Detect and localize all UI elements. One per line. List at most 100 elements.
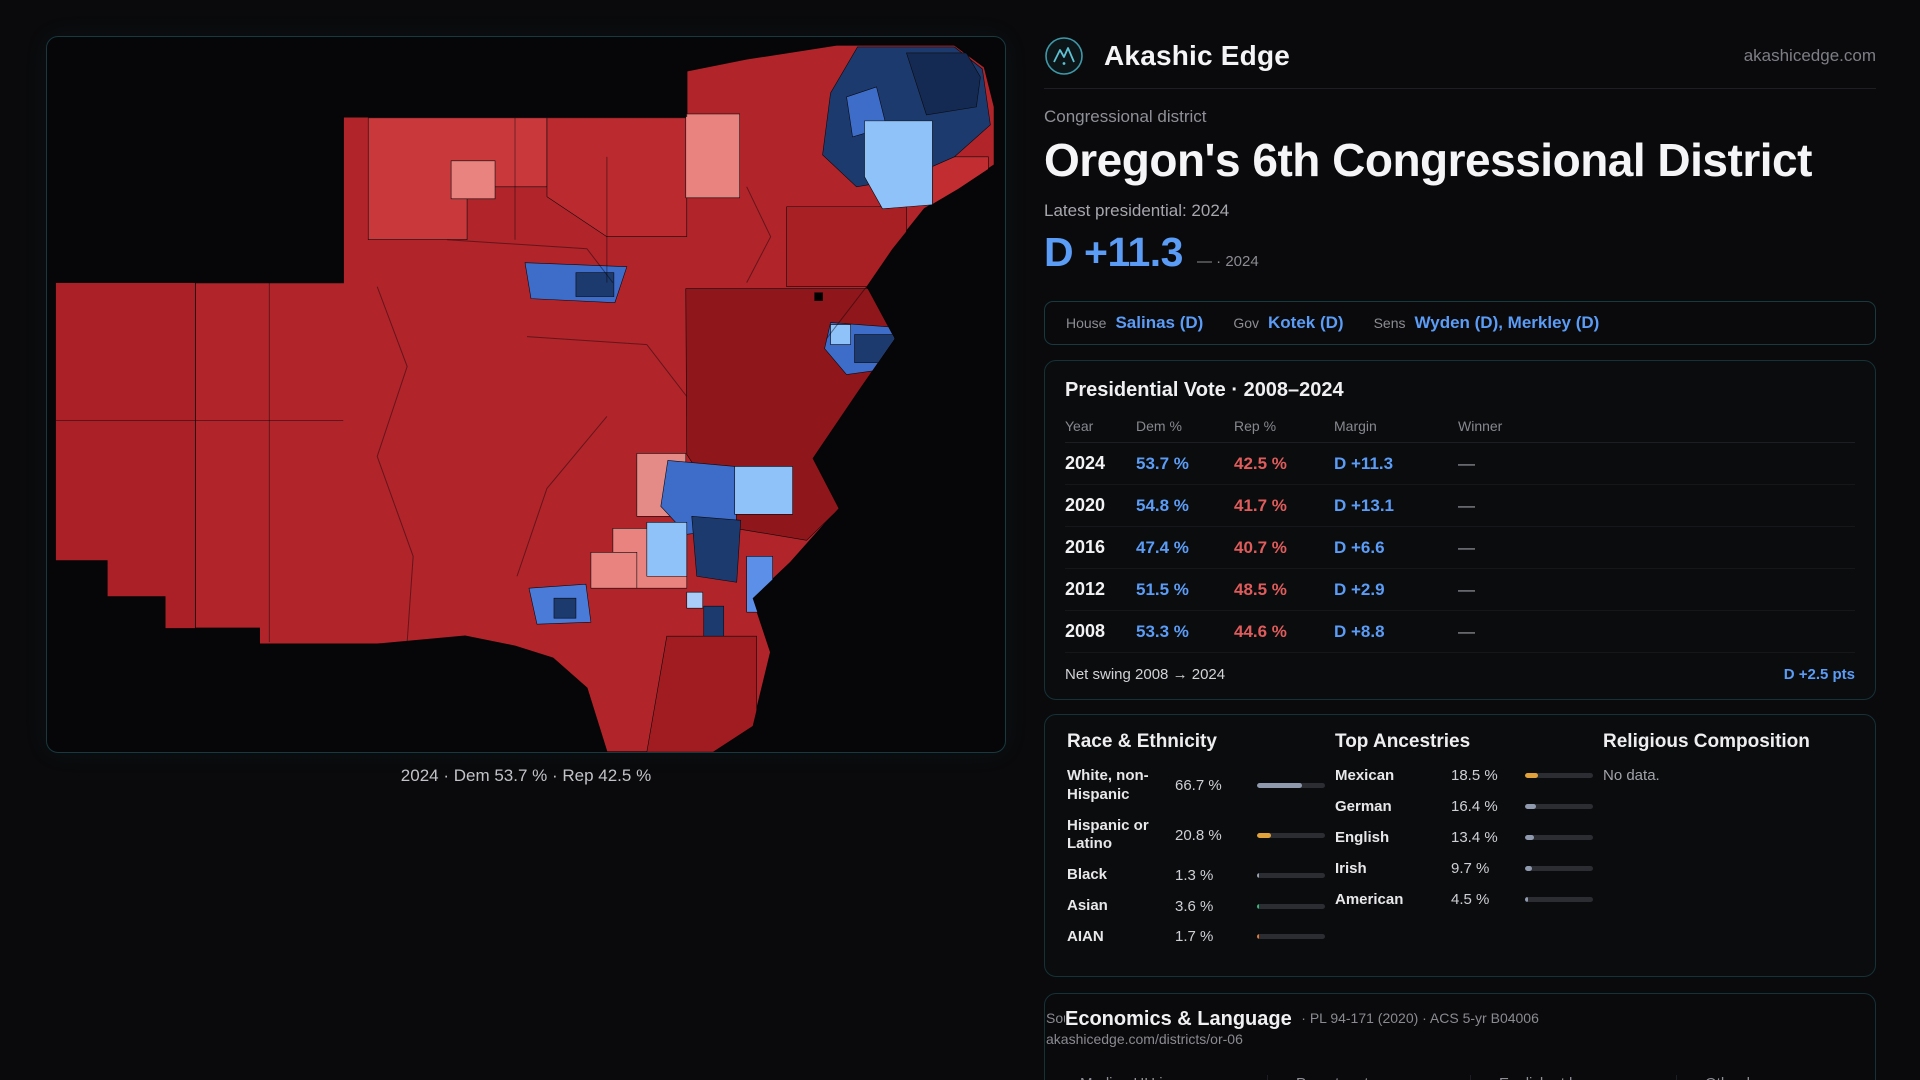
net-swing-label: Net swing 2008 → 2024: [1065, 666, 1226, 683]
pres-dem: 47.4 %: [1136, 537, 1189, 557]
ancestry-value: 16.4 %: [1451, 798, 1498, 815]
pres-year: 2024: [1065, 453, 1106, 473]
stat-english-home: English at home 78.1 %: [1470, 1075, 1676, 1080]
stat-poverty-rate: Poverty rate 11.1 %: [1267, 1075, 1470, 1080]
brand-domain-link[interactable]: akashicedge.com: [1743, 46, 1876, 65]
stat-label: Poverty rate: [1296, 1075, 1470, 1080]
pres-winner: —: [1458, 495, 1475, 515]
pres-rep: 44.6 %: [1234, 621, 1287, 641]
district-map[interactable]: [47, 37, 1005, 752]
officials-bar: House Salinas (D) Gov Kotek (D) Sens Wyd…: [1044, 301, 1876, 345]
race-row: White, non-Hispanic 66.7 %: [1067, 767, 1335, 805]
kicker: Congressional district: [1044, 107, 1207, 126]
stat-bar: [1257, 832, 1325, 838]
pres-row: 2020 54.8 % 41.7 % D +13.1 —: [1065, 485, 1855, 527]
ancestry-row: American 4.5 %: [1335, 891, 1603, 908]
race-label: Black: [1067, 866, 1108, 883]
pres-year: 2020: [1065, 495, 1106, 515]
header-bar: Akashic Edge akashicedge.com: [1044, 34, 1876, 78]
race-value: 1.3 %: [1175, 866, 1214, 884]
header-divider: [1044, 88, 1876, 89]
col-margin: Margin: [1334, 418, 1377, 434]
pres-dem: 51.5 %: [1136, 579, 1189, 599]
pres-rep: 40.7 %: [1234, 537, 1287, 557]
brand-name: Akashic Edge: [1104, 40, 1291, 71]
stat-bar: [1525, 804, 1593, 809]
race-value: 66.7 %: [1175, 777, 1222, 795]
col-rep: Rep %: [1234, 418, 1277, 434]
ancestry-row: Irish 9.7 %: [1335, 860, 1603, 877]
stat-label: English at home: [1499, 1075, 1676, 1080]
pres-row: 2016 47.4 % 40.7 % D +6.6 —: [1065, 527, 1855, 569]
senators-link[interactable]: Wyden (D), Merkley (D): [1414, 313, 1600, 332]
precinct-boundaries: [55, 70, 867, 643]
race-row: Hispanic or Latino 20.8 %: [1067, 817, 1335, 855]
akashic-logo-icon[interactable]: [1044, 36, 1084, 76]
ancestry-row: English 13.4 %: [1335, 829, 1603, 846]
presidential-card-title: Presidential Vote · 2008–2024: [1065, 379, 1344, 401]
pres-dem: 54.8 %: [1136, 495, 1189, 515]
district-map-panel[interactable]: [46, 36, 1006, 753]
race-title: Race & Ethnicity: [1067, 731, 1217, 752]
ancestry-value: 18.5 %: [1451, 767, 1498, 784]
pres-winner: —: [1458, 537, 1475, 557]
pres-dem: 53.3 %: [1136, 621, 1189, 641]
pres-year: 2012: [1065, 579, 1106, 599]
precincts-blue: [524, 46, 991, 637]
net-swing-row: Net swing 2008 → 2024 D +2.5 pts: [1065, 653, 1855, 689]
pres-year: 2008: [1065, 621, 1106, 641]
pres-row: 2024 53.7 % 42.5 % D +11.3 —: [1065, 443, 1855, 485]
details-panel: Akashic Edge akashicedge.com Congression…: [1044, 0, 1920, 1080]
pres-margin: D +8.8: [1334, 621, 1385, 641]
ancestry-value: 13.4 %: [1451, 829, 1498, 846]
col-winner: Winner: [1458, 418, 1503, 434]
pres-margin: D +11.3: [1334, 453, 1394, 473]
ancestries-section: Top Ancestries Mexican 18.5 % German 16.…: [1335, 731, 1603, 958]
ancestry-label: American: [1335, 891, 1404, 908]
page-title: Oregon's 6th Congressional District: [1044, 134, 1812, 186]
race-row: Asian 3.6 %: [1067, 897, 1335, 916]
race-row: AIAN 1.7 %: [1067, 928, 1335, 947]
gov-label: Gov: [1233, 315, 1260, 331]
net-swing-value: D +2.5 pts: [1783, 666, 1855, 683]
latest-presidential-label: Latest presidential: 2024: [1044, 201, 1230, 220]
ancestry-title: Top Ancestries: [1335, 731, 1471, 752]
pres-winner: —: [1458, 579, 1475, 599]
pres-dem: 53.7 %: [1136, 453, 1189, 473]
headline-row: D +11.3 — · 2024: [1044, 229, 1920, 277]
stat-bar: [1525, 835, 1593, 840]
ancestry-row: Mexican 18.5 %: [1335, 767, 1603, 784]
house-member-link[interactable]: Salinas (D): [1115, 313, 1204, 332]
sens-label: Sens: [1373, 315, 1406, 331]
pres-row: 2012 51.5 % 48.5 % D +2.9 —: [1065, 569, 1855, 611]
stat-bar: [1257, 872, 1325, 878]
permalink[interactable]: akashicedge.com/districts/or-06: [1046, 1031, 1243, 1048]
pres-margin: D +13.1: [1334, 495, 1395, 515]
religion-empty-state: No data.: [1603, 767, 1660, 784]
pres-rep: 48.5 %: [1234, 579, 1287, 599]
precinct-misc: [814, 292, 823, 301]
presidential-vote-card: Presidential Vote · 2008–2024 Year Dem %…: [1044, 360, 1876, 700]
race-label: Asian: [1067, 896, 1108, 914]
pres-winner: —: [1458, 453, 1475, 473]
race-label: AIAN: [1067, 927, 1104, 945]
pres-row: 2008 53.3 % 44.6 % D +8.8 —: [1065, 611, 1855, 653]
race-value: 20.8 %: [1175, 826, 1222, 844]
stat-median-income: Median HH income $87,613: [1065, 1075, 1267, 1080]
religion-title: Religious Composition: [1603, 731, 1810, 752]
demographics-card: Race & Ethnicity White, non-Hispanic 66.…: [1044, 714, 1876, 978]
ancestry-label: Mexican: [1335, 767, 1395, 784]
pres-winner: —: [1458, 621, 1475, 641]
race-label: White, non-Hispanic: [1067, 767, 1149, 803]
col-year: Year: [1065, 418, 1094, 434]
stat-label: Median HH income: [1080, 1075, 1267, 1080]
race-ethnicity-section: Race & Ethnicity White, non-Hispanic 66.…: [1067, 731, 1335, 958]
ancestry-label: Irish: [1335, 860, 1367, 877]
headline-margin: D +11.3: [1044, 229, 1183, 275]
pres-rep: 42.5 %: [1234, 453, 1287, 473]
stat-bar: [1525, 897, 1593, 902]
ancestry-value: 4.5 %: [1451, 891, 1490, 908]
ancestry-value: 9.7 %: [1451, 860, 1490, 877]
map-caption: 2024 · Dem 53.7 % · Rep 42.5 %: [400, 766, 652, 785]
governor-link[interactable]: Kotek (D): [1268, 313, 1344, 332]
